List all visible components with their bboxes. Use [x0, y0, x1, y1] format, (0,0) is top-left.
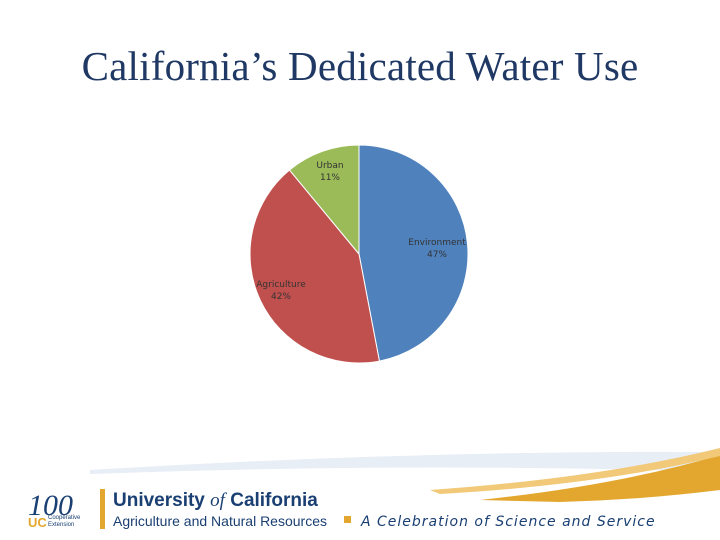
org-name-of: of: [210, 490, 228, 511]
logo-100-mark: 100: [28, 489, 73, 522]
logo-coop-line1: Cooperative: [48, 515, 81, 521]
pie-slice-urban: [288, 144, 360, 256]
footer-divider: [100, 489, 105, 529]
logo-uc-mark: UC: [28, 515, 47, 530]
pie-percent-urban: 11%: [320, 173, 340, 183]
footer-swoosh-gold-light: [430, 448, 720, 494]
pie-slice-agriculture: [249, 169, 381, 364]
pie-slice-environment: [358, 144, 469, 362]
footer-banner: 100 UC Cooperative Extension University …: [28, 448, 720, 530]
org-subtitle: Agriculture and Natural Resources: [113, 513, 327, 529]
pie-chart: Environment 47% Agriculture 42% Urban 11%: [249, 144, 469, 364]
tagline: A Celebration of Science and Service: [360, 514, 656, 530]
pie-label-urban: Urban: [316, 161, 343, 171]
logo-coop-line2: Extension: [48, 522, 74, 528]
pie-percent-environment: 47%: [427, 250, 447, 260]
footer-swoosh-band: [90, 451, 720, 474]
footer-swoosh-gold: [480, 455, 720, 502]
pie-label-environment: Environment: [408, 238, 466, 248]
slide-title: California’s Dedicated Water Use: [81, 43, 639, 89]
pie-label-agriculture: Agriculture: [256, 280, 306, 290]
tagline-bullet: [344, 516, 351, 523]
org-name: University of California: [113, 490, 318, 511]
pie-percent-agriculture: 42%: [271, 292, 291, 302]
org-name-part2: California: [225, 490, 318, 511]
org-name-part1: University: [113, 490, 210, 511]
